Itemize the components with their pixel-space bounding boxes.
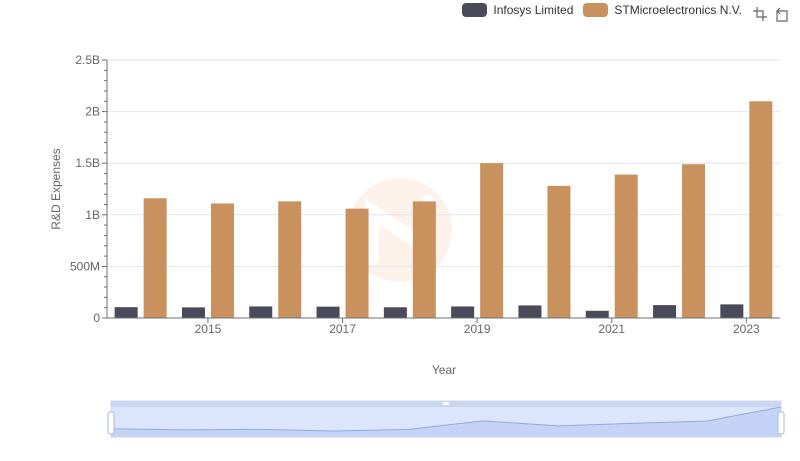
bar-infosys-2017 [316,306,340,318]
bar-stmicro-2018 [412,201,436,318]
chart-toolbox [752,6,790,22]
bar-stmicro-2016 [278,201,302,318]
x-tick-label: 2017 [329,322,356,336]
x-tick-label: 2015 [195,322,222,336]
zoom-handle-right[interactable] [777,411,785,435]
y-tick-label: 1.5B [75,156,100,170]
bar-infosys-2021 [585,310,609,318]
bar-stmicro-2021 [614,174,638,318]
zoom-reset-icon[interactable] [774,6,790,22]
y-tick-label: 1B [85,208,100,222]
x-axis: 2015 2017 2019 2021 2023 [107,317,780,336]
bar-stmicro-2015 [210,203,234,318]
data-zoom-slider[interactable] [107,400,785,438]
legend-swatch-infosys [462,3,488,17]
legend-swatch-stmicro [583,3,609,17]
bar-infosys-2018 [383,307,407,318]
bars-group [114,101,773,318]
y-tick-label: 2B [85,105,100,119]
bar-infosys-2019 [451,306,475,318]
zoom-preview-area [111,407,781,437]
x-tick-label: 2019 [464,322,491,336]
zoom-grip-icon [443,402,449,405]
bar-infosys-2020 [518,305,542,318]
zoom-preview-line [110,406,782,432]
bar-infosys-2016 [249,306,273,318]
y-tick-label: 500M [70,259,100,273]
bar-infosys-2023 [720,304,744,318]
y-axis-title: R&D Expenses [49,148,63,229]
legend-label-infosys: Infosys Limited [493,3,574,17]
bar-stmicro-2014 [143,198,167,318]
legend-item-stmicro[interactable]: STMicroelectronics N.V. [583,3,742,17]
zoom-handle-left[interactable] [107,411,115,435]
bar-infosys-2022 [653,305,677,318]
data-zoom-icon[interactable] [752,6,768,22]
bar-stmicro-2017 [345,208,369,318]
bar-infosys-2014 [114,307,138,318]
bar-stmicro-2019 [480,163,504,318]
legend-item-infosys[interactable]: Infosys Limited [462,3,573,17]
x-tick-label: 2023 [733,322,760,336]
y-tick-label: 2.5B [75,53,100,67]
chart-legend: Infosys Limited STMicroelectronics N.V. [462,3,742,17]
bar-infosys-2015 [181,307,205,318]
bar-stmicro-2020 [547,185,571,318]
bar-stmicro-2023 [749,101,773,318]
x-axis-title: Year [432,363,456,377]
bar-stmicro-2022 [682,164,706,318]
y-axis: 0 500M 1B 1.5B 2B 2.5B [70,53,108,325]
y-tick-label: 0 [93,311,100,325]
x-tick-label: 2021 [598,322,625,336]
legend-label-stmicro: STMicroelectronics N.V. [614,3,742,17]
